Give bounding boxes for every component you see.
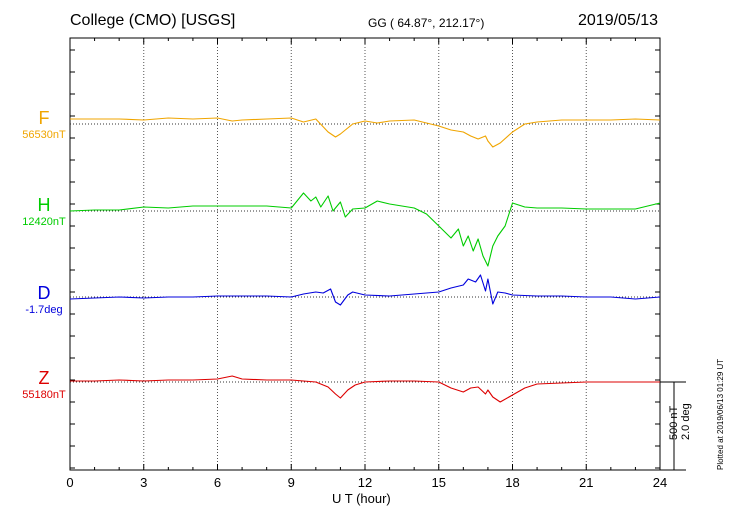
channel-letter: H bbox=[37, 195, 51, 215]
channel-label-d: D -1.7deg bbox=[10, 283, 78, 316]
plot-date: 2019/05/13 bbox=[578, 12, 659, 29]
x-tick-label: 12 bbox=[358, 475, 372, 490]
x-tick-label: 9 bbox=[288, 475, 295, 490]
series-line-f bbox=[70, 117, 661, 148]
x-tick-label: 18 bbox=[505, 475, 519, 490]
x-tick-label: 24 bbox=[653, 475, 667, 490]
station-coordinates: GG ( 64.87°, 212.17°) bbox=[368, 16, 485, 30]
channel-label-f: F 56530nT bbox=[10, 108, 78, 141]
grid bbox=[70, 38, 660, 470]
channel-letter: Z bbox=[38, 368, 50, 388]
channel-label-z: Z 55180nT bbox=[10, 368, 78, 401]
scale-nt-label: 500 nT bbox=[668, 405, 680, 440]
scale-deg-label: 2.0 deg bbox=[680, 403, 692, 440]
channel-baseline-value: 55180nT bbox=[22, 389, 66, 401]
series-line-h bbox=[69, 192, 661, 267]
channel-baseline-value: -1.7deg bbox=[25, 304, 63, 316]
station-title: College (CMO) [USGS] bbox=[70, 12, 236, 29]
channel-letter: F bbox=[38, 108, 50, 128]
axis-ticks: 0 3 6 9 12 15 18 21 24 bbox=[66, 38, 667, 490]
x-tick-label: 6 bbox=[214, 475, 221, 490]
series-line-z bbox=[70, 375, 660, 403]
x-tick-label: 0 bbox=[66, 475, 73, 490]
series-group bbox=[69, 117, 661, 403]
channel-label-h: H 12420nT bbox=[10, 195, 78, 228]
x-tick-label: 15 bbox=[432, 475, 446, 490]
series-line-d bbox=[69, 274, 661, 306]
x-axis-label: U T (hour) bbox=[332, 491, 391, 506]
channel-letter: D bbox=[37, 283, 51, 303]
x-tick-label: 3 bbox=[140, 475, 147, 490]
channel-baseline-value: 12420nT bbox=[22, 216, 66, 228]
plotted-timestamp: Plotted at 2019/06/13 01:29 UT bbox=[716, 358, 725, 470]
x-tick-label: 21 bbox=[579, 475, 593, 490]
channel-baseline-value: 56530nT bbox=[22, 129, 66, 141]
scale-bar bbox=[660, 381, 686, 471]
